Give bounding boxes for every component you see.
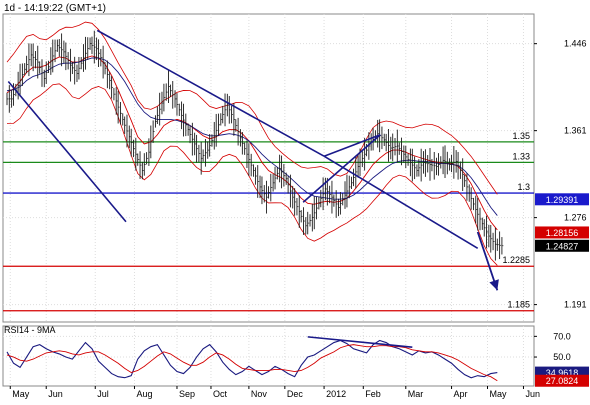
forecast-arrow-head <box>489 279 499 291</box>
x-tick-label: 2012 <box>326 389 346 399</box>
price-tick-label: 1.276 <box>564 213 587 223</box>
level-label: 1.3 <box>517 182 530 192</box>
chart-header-title: 1d - 14:19:22 (GMT+1) <box>4 3 106 14</box>
rsi-value-box-label: 27.0824 <box>546 376 579 386</box>
x-tick-label: Apr <box>454 389 468 399</box>
rsi-line <box>6 339 498 379</box>
bollinger-lower-band <box>6 83 498 266</box>
x-tick-label: Sep <box>179 389 195 399</box>
price-box <box>535 226 589 239</box>
trendline <box>323 133 381 157</box>
price-box-label: 1.24827 <box>546 241 579 251</box>
level-label: 1.2285 <box>502 255 530 265</box>
rsi-panel-frame <box>2 325 535 387</box>
rsi-tick-label: 70.0 <box>553 331 571 341</box>
rsi-value-box-label: 34.9618 <box>546 368 579 378</box>
trendline <box>96 29 325 157</box>
price-panel: 1.446 1.361 1.276 1.191 1.35 1.33 1.3 1.2285 1.1… <box>2 13 589 323</box>
moving-average-navy <box>6 57 498 216</box>
level-label: 1.33 <box>512 151 530 161</box>
bollinger-upper-band <box>6 21 498 195</box>
x-tick-label: Jul <box>97 389 109 399</box>
x-tick-label: Jun <box>48 389 63 399</box>
trendline <box>323 155 479 250</box>
x-tick-label: Dec <box>287 389 304 399</box>
price-box-label: 1.29391 <box>546 195 579 205</box>
rsi-value-box <box>535 374 589 387</box>
level-label: 1.185 <box>507 300 530 310</box>
moving-average-red <box>6 55 498 231</box>
trendline <box>302 134 381 203</box>
price-panel-frame <box>2 13 535 323</box>
x-tick-label: Jun <box>525 389 540 399</box>
price-box-label: 1.28156 <box>546 228 579 238</box>
x-tick-label: May <box>490 389 508 399</box>
rsi-tick-label: 50.0 <box>553 352 571 362</box>
x-tick-label: Aug <box>136 389 152 399</box>
rsi-panel-title: RSI14 - 9MA <box>4 325 56 335</box>
price-box <box>535 193 589 206</box>
rsi-divergence-line <box>307 336 413 349</box>
x-tick-label: Feb <box>365 389 381 399</box>
x-axis: May Jun Jul Aug Sep Oct Nov Dec 2012 Feb Mar Apr May… <box>9 386 540 399</box>
price-tick-label: 1.446 <box>564 39 587 49</box>
x-tick-label: May <box>12 389 30 399</box>
level-label: 1.35 <box>512 131 530 141</box>
price-tick-label: 1.191 <box>564 300 587 310</box>
rsi-ma-line <box>6 344 498 382</box>
x-tick-label: Nov <box>251 389 268 399</box>
price-tick-label: 1.361 <box>564 126 587 136</box>
trendline <box>7 81 127 223</box>
price-box <box>535 239 589 252</box>
x-tick-label: Mar <box>408 389 424 399</box>
x-tick-label: Oct <box>213 389 228 399</box>
forecast-arrow-shaft <box>476 231 499 291</box>
price-bars <box>6 30 504 261</box>
